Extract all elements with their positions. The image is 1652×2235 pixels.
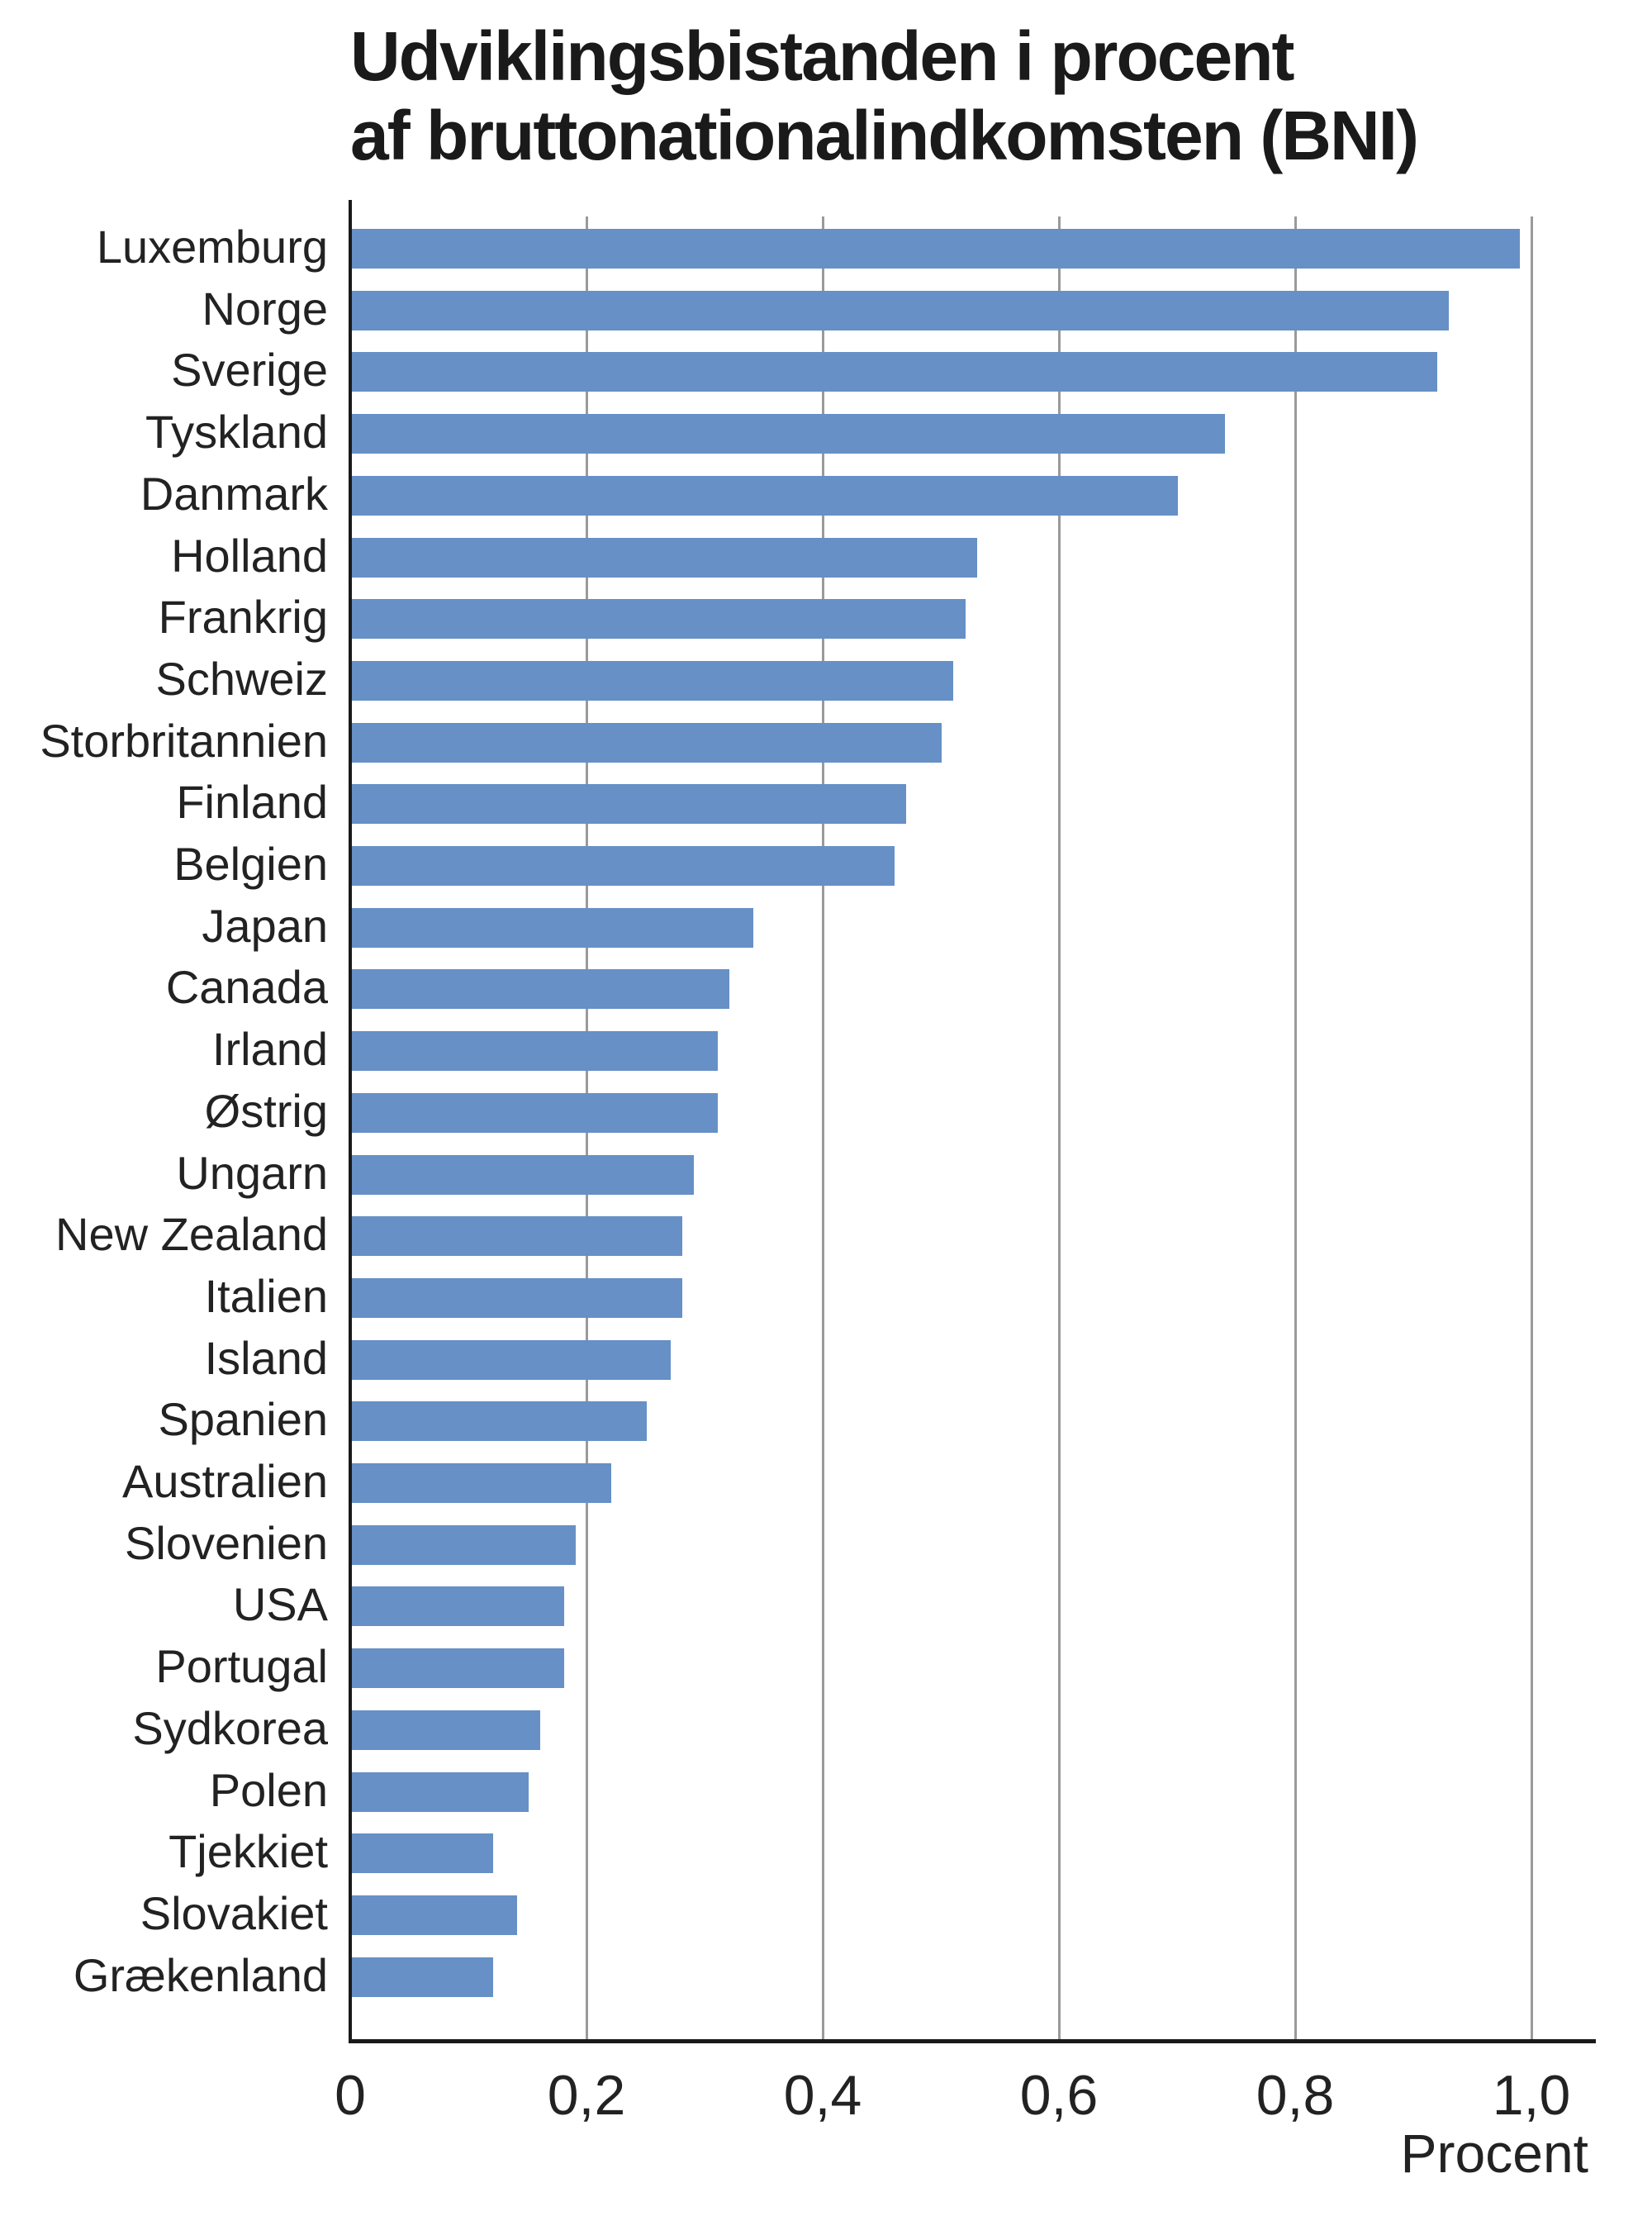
bar <box>352 1524 577 1565</box>
bar <box>352 1031 718 1072</box>
bar <box>352 1833 494 1874</box>
category-label: Slovenien <box>125 1516 328 1569</box>
bar <box>352 1216 682 1257</box>
bar <box>352 475 1178 516</box>
category-label: Schweiz <box>155 652 328 705</box>
bar <box>352 1586 565 1627</box>
category-label: Østrig <box>204 1084 328 1137</box>
chart-title-line-2: af bruttonationalindkomsten (BNI) <box>350 97 1419 174</box>
y-axis-line <box>349 200 352 2043</box>
bar <box>352 537 977 578</box>
x-axis-title: Procent <box>1400 2123 1588 2184</box>
category-label: Italien <box>204 1269 328 1322</box>
category-label: Australien <box>121 1455 328 1507</box>
chart-title-line-1: Udviklingsbistanden i procent <box>350 17 1295 95</box>
bar <box>352 1401 647 1442</box>
bar <box>352 1771 529 1812</box>
bar <box>352 1339 671 1380</box>
category-label: Tyskland <box>145 406 328 459</box>
gridline <box>1058 216 1061 2041</box>
category-label: Island <box>204 1331 328 1384</box>
bar <box>352 1895 517 1935</box>
bar <box>352 1154 695 1195</box>
bar <box>352 722 942 763</box>
gridline <box>1294 216 1297 2041</box>
bar <box>352 1463 612 1503</box>
category-label: Grækenland <box>73 1948 328 2001</box>
bar <box>352 414 1225 454</box>
x-tick-label: 1,0 <box>1492 2064 1571 2127</box>
bar <box>352 229 1520 269</box>
category-label: Ungarn <box>176 1146 328 1199</box>
x-tick-label: 0 <box>335 2064 366 2127</box>
x-tick-label: 0,8 <box>1256 2064 1335 2127</box>
category-label: Sverige <box>171 344 328 397</box>
bar <box>352 969 729 1010</box>
category-label: Holland <box>171 529 328 582</box>
category-label: Polen <box>209 1763 328 1816</box>
bar <box>352 784 907 825</box>
category-label: Tjekkiet <box>169 1825 328 1878</box>
category-label: Danmark <box>140 467 328 520</box>
gridline <box>822 216 824 2041</box>
category-label: Frankrig <box>158 591 328 644</box>
category-label: Canada <box>165 961 328 1014</box>
x-tick-label: 0,4 <box>783 2064 862 2127</box>
category-label: Storbritannien <box>40 714 328 767</box>
bar <box>352 1957 494 1997</box>
bar <box>352 1648 565 1689</box>
bar <box>352 1092 718 1133</box>
chart-title: Udviklingsbistanden i procent af brutton… <box>350 17 1419 175</box>
category-label: USA <box>232 1578 328 1631</box>
x-axis-line <box>349 2039 1596 2043</box>
category-label: Irland <box>211 1023 328 1076</box>
category-label: New Zealand <box>55 1208 328 1261</box>
x-tick-label: 0,6 <box>1019 2064 1099 2127</box>
category-label: Spanien <box>158 1393 328 1446</box>
category-label: Finland <box>176 776 328 829</box>
category-label: Luxemburg <box>96 221 328 273</box>
gridline <box>1531 216 1533 2041</box>
bar <box>352 290 1450 330</box>
bar <box>352 1277 682 1318</box>
category-label: Sydkorea <box>132 1701 328 1754</box>
category-label: Portugal <box>155 1640 328 1693</box>
category-label: Slovakiet <box>140 1886 328 1939</box>
bar <box>352 599 966 640</box>
category-label: Norge <box>202 282 328 335</box>
category-label: Belgien <box>173 838 328 890</box>
bar <box>352 907 753 948</box>
bar <box>352 1710 541 1750</box>
bar <box>352 352 1437 392</box>
bar <box>352 846 895 886</box>
category-label: Japan <box>202 899 328 952</box>
bar <box>352 660 954 701</box>
x-tick-label: 0,2 <box>547 2064 626 2127</box>
